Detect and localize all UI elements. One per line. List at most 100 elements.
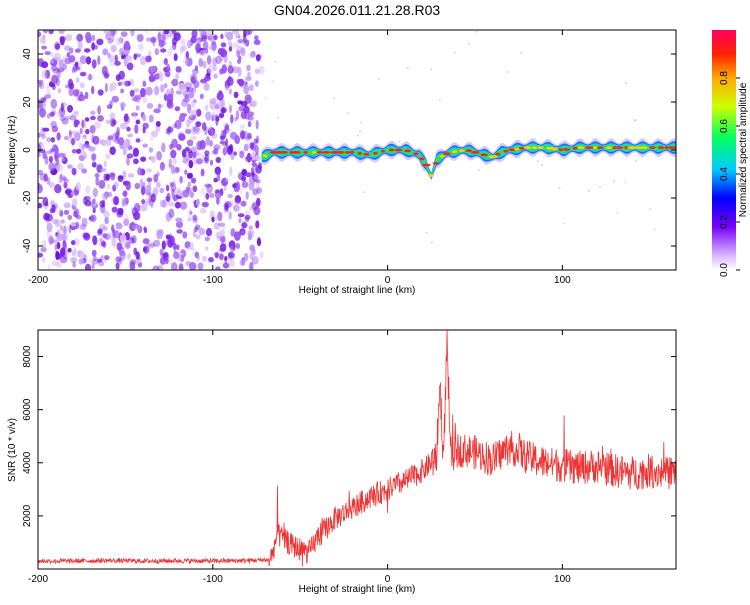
colorbar-tick-label: 0.6 xyxy=(719,119,730,133)
noise-speck xyxy=(229,144,234,153)
noise-speck xyxy=(114,131,120,140)
noise-speck xyxy=(79,82,85,89)
noise-speck xyxy=(236,58,242,64)
noise-speck xyxy=(212,57,218,67)
noise-speck xyxy=(97,228,103,235)
noise-speck xyxy=(653,228,656,231)
noise-speck xyxy=(70,257,78,263)
noise-speck xyxy=(153,108,161,114)
noise-speck xyxy=(81,119,85,128)
noise-speck xyxy=(105,153,111,160)
noise-speck xyxy=(63,136,69,141)
noise-speck xyxy=(209,140,213,147)
noise-speck xyxy=(68,87,74,97)
noise-speck xyxy=(195,234,201,240)
noise-speck xyxy=(143,226,147,232)
noise-speck xyxy=(105,33,112,41)
noise-speck xyxy=(107,135,114,141)
ridge-core xyxy=(639,146,648,150)
noise-speck xyxy=(40,246,47,253)
noise-speck xyxy=(125,197,129,205)
chart-title: GN04.2026.011.21.28.R03 xyxy=(274,2,441,18)
noise-speck xyxy=(108,172,116,177)
noise-speck xyxy=(223,185,227,191)
noise-speck xyxy=(247,115,254,121)
noise-speck xyxy=(95,176,99,186)
noise-speck xyxy=(122,190,128,197)
noise-speck xyxy=(165,234,171,240)
noise-speck xyxy=(213,147,219,155)
noise-speck xyxy=(65,189,69,196)
noise-speck xyxy=(103,30,111,34)
noise-speck xyxy=(186,172,193,179)
noise-speck xyxy=(123,113,129,122)
noise-speck xyxy=(175,167,180,172)
noise-speck xyxy=(140,203,148,212)
noise-speck xyxy=(214,166,221,175)
noise-speck xyxy=(175,217,183,223)
noise-speck xyxy=(259,251,264,259)
noise-speck xyxy=(230,199,235,209)
noise-speck xyxy=(150,193,156,203)
noise-speck xyxy=(178,133,186,141)
noise-speck xyxy=(172,251,180,260)
noise-speck xyxy=(475,30,478,33)
noise-speck xyxy=(44,201,49,207)
noise-speck xyxy=(224,200,232,209)
noise-speck xyxy=(122,146,127,156)
noise-speck xyxy=(61,152,67,162)
noise-speck xyxy=(41,61,49,69)
noise-speck xyxy=(38,58,42,66)
noise-speck xyxy=(142,95,148,104)
noise-speck xyxy=(119,234,127,243)
noise-speck xyxy=(48,235,55,244)
noise-speck xyxy=(247,132,252,139)
noise-speck xyxy=(107,38,113,44)
noise-speck xyxy=(104,255,110,261)
noise-speck xyxy=(142,238,150,245)
noise-speck xyxy=(131,112,139,117)
noise-speck xyxy=(182,157,189,164)
noise-speck xyxy=(38,184,43,194)
noise-speck xyxy=(172,158,177,165)
noise-speck xyxy=(197,262,204,270)
noise-speck xyxy=(119,50,125,56)
noise-speck xyxy=(240,47,246,57)
noise-speck xyxy=(53,52,62,61)
noise-speck xyxy=(101,140,107,147)
ridge-mid xyxy=(261,144,676,178)
noise-speck xyxy=(150,155,156,164)
noise-speck xyxy=(56,260,63,268)
noise-speck xyxy=(258,65,265,75)
noise-speck xyxy=(54,184,62,194)
noise-speck xyxy=(357,134,359,137)
noise-speck xyxy=(244,252,249,262)
noise-speck xyxy=(119,101,126,109)
noise-speck xyxy=(146,37,151,42)
noise-speck xyxy=(77,40,83,50)
noise-speck xyxy=(89,125,96,134)
noise-speck xyxy=(194,126,202,136)
snr-y-tick-label: 6000 xyxy=(22,398,33,421)
noise-speck xyxy=(134,94,142,100)
colorbar-label: Normalized spectral amplitude xyxy=(738,82,749,217)
noise-speck xyxy=(229,166,233,177)
noise-speck xyxy=(182,231,188,239)
noise-speck xyxy=(398,140,401,143)
spectrogram-y-axis-label: Frequency (Hz) xyxy=(7,116,18,185)
colorbar: 0.0 0.2 0.4 0.6 0.8 Normalized spectral ampl… xyxy=(712,30,749,277)
noise-speck xyxy=(38,169,44,176)
noise-speck xyxy=(42,127,50,132)
noise-speck xyxy=(128,237,135,244)
noise-speck xyxy=(67,193,73,198)
ridge-core xyxy=(657,146,665,150)
noise-speck xyxy=(126,62,134,71)
noise-speck xyxy=(92,135,100,145)
noise-speck xyxy=(238,78,245,87)
noise-speck xyxy=(228,211,232,220)
noise-speck xyxy=(213,73,218,79)
noise-speck xyxy=(255,135,260,144)
noise-speck xyxy=(170,149,177,159)
noise-speck xyxy=(71,66,75,74)
ridge-core xyxy=(280,151,289,154)
